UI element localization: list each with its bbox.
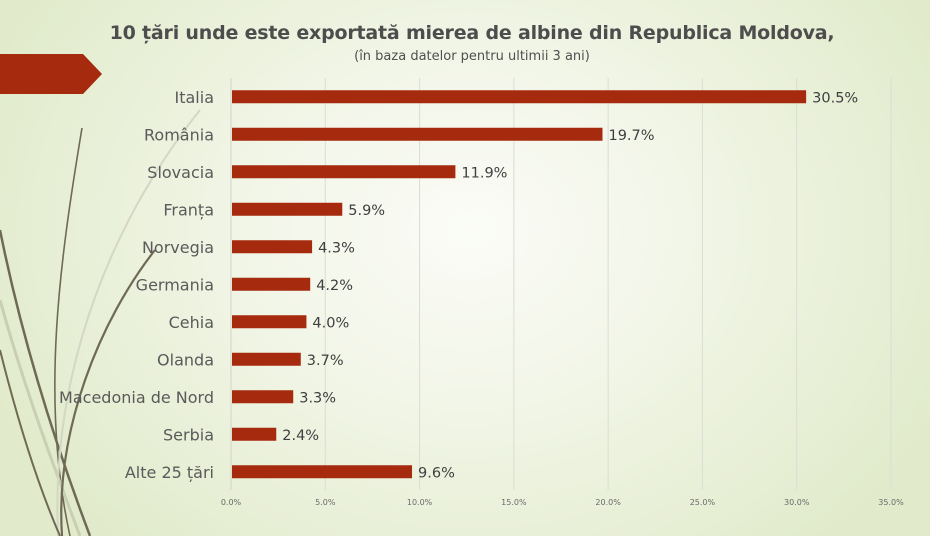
decorative-curve (0, 299, 82, 536)
x-tick-labels: 0.0% 5.0% 10.0% 15.0% 20.0% 25.0% 30.0% 35.0% (221, 498, 904, 507)
category-label: Serbia (163, 425, 214, 444)
bar (232, 427, 277, 441)
bar (232, 240, 313, 254)
data-label: 3.7% (307, 353, 344, 369)
category-label: România (144, 125, 214, 144)
category-label: Olanda (157, 350, 214, 369)
bar (232, 202, 343, 216)
x-tick-label: 10.0% (407, 498, 433, 507)
bar (232, 165, 456, 179)
data-label: 11.9% (461, 165, 507, 181)
data-label: 2.4% (282, 428, 319, 444)
bars (232, 90, 807, 479)
data-label: 30.5% (812, 90, 858, 106)
x-tick-label: 5.0% (315, 498, 336, 507)
data-label: 9.6% (418, 465, 455, 481)
gridlines (324, 78, 892, 490)
x-tick-label: 25.0% (690, 498, 716, 507)
category-label: Cehia (169, 313, 214, 332)
bar (232, 390, 294, 404)
bar (232, 352, 301, 366)
chart-subtitle: (în baza datelor pentru ultimii 3 ani) (354, 49, 590, 64)
chart-title: 10 țări unde este exportată mierea de al… (109, 22, 835, 44)
category-label: Macedonia de Nord (59, 388, 214, 407)
x-tick-label: 0.0% (221, 498, 242, 507)
decorative-curve (0, 229, 92, 536)
data-label: 5.9% (348, 203, 385, 219)
bar (232, 315, 307, 329)
category-label: Italia (175, 88, 215, 107)
x-tick-label: 15.0% (501, 498, 527, 507)
red-arrow-banner (0, 54, 102, 94)
data-label: 4.2% (316, 278, 353, 294)
bar (232, 127, 603, 141)
decorative-curve (60, 249, 156, 536)
bar (232, 465, 413, 479)
category-label: Slovacia (147, 163, 214, 182)
data-label: 3.3% (299, 390, 336, 406)
category-label: Alte 25 țări (125, 463, 214, 482)
x-tick-label: 20.0% (595, 498, 621, 507)
bar (232, 277, 311, 291)
bar (232, 90, 807, 104)
data-label: 19.7% (608, 128, 654, 144)
value-labels: 30.5% 19.7% 11.9% 5.9% 4.3% 4.2% 4.0% 3.7% 3.3% 2… (282, 90, 858, 481)
decorative-curve (0, 349, 61, 536)
category-label: Norvegia (142, 238, 214, 257)
x-tick-label: 30.0% (784, 498, 810, 507)
data-label: 4.0% (312, 315, 349, 331)
category-label: Germania (136, 275, 214, 294)
category-labels: Italia România Slovacia Franța Norvegia Germa… (59, 88, 214, 482)
x-tick-label: 35.0% (878, 498, 904, 507)
category-label: Franța (163, 200, 214, 219)
decorative-curve (56, 109, 201, 536)
data-label: 4.3% (318, 240, 355, 256)
